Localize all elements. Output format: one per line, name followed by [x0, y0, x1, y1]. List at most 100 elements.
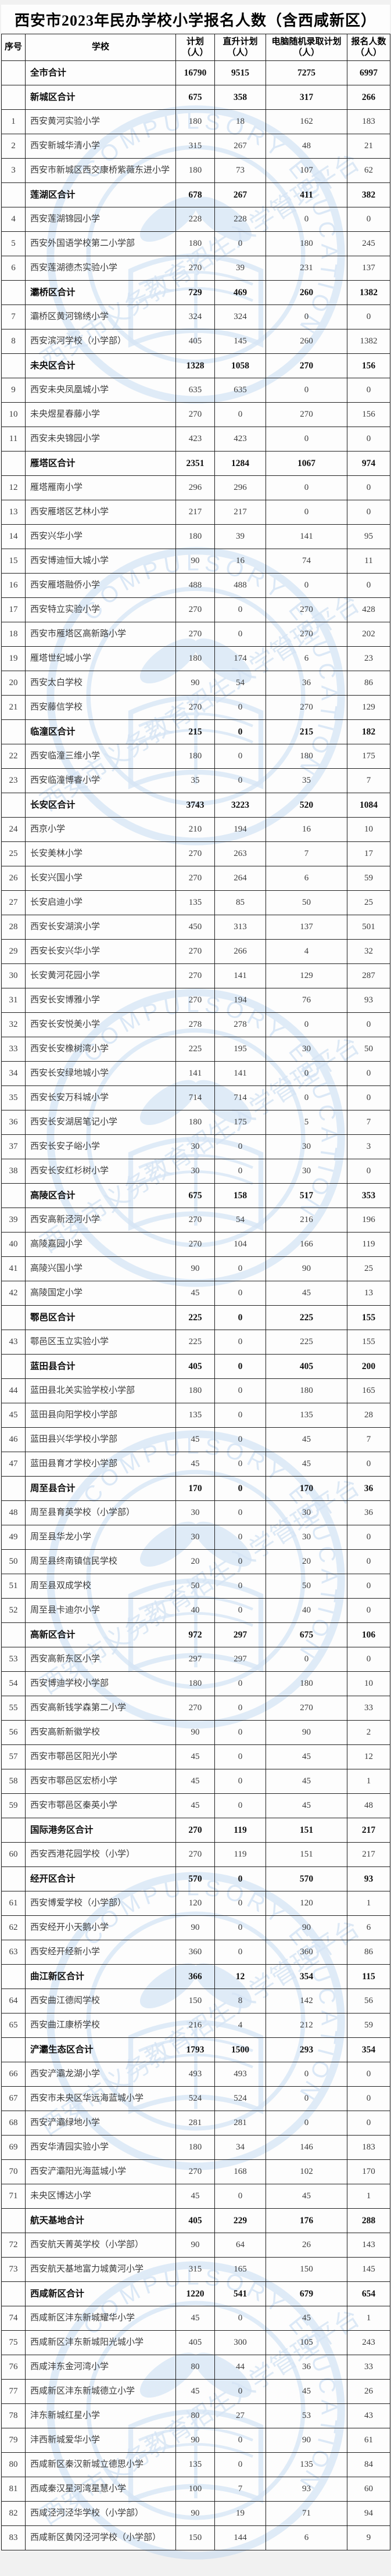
cell-plan: 675 — [175, 1183, 215, 1208]
cell-school: 周至县合计 — [25, 1476, 176, 1501]
cell-plan: 488 — [175, 573, 215, 598]
cell-computer: 260 — [266, 329, 347, 354]
cell-registered: 1 — [347, 1769, 390, 1794]
cell-direct: 469 — [214, 280, 266, 305]
cell-seq — [1, 1476, 26, 1501]
cell-seq: 67 — [1, 2086, 26, 2111]
cell-plan: 729 — [175, 280, 215, 305]
cell-direct: 158 — [214, 1183, 266, 1208]
cell-computer: 20 — [266, 1549, 347, 1574]
cell-plan: 90 — [175, 2501, 215, 2526]
cell-computer: 45 — [266, 2184, 347, 2209]
cell-direct: 635 — [214, 378, 266, 403]
cell-plan: 270 — [175, 939, 215, 964]
cell-computer: 150 — [266, 2257, 347, 2282]
cell-seq: 8 — [1, 329, 26, 354]
cell-direct: 0 — [214, 1940, 266, 1965]
cell-direct: 0 — [214, 2306, 266, 2331]
cell-plan: 270 — [175, 1208, 215, 1233]
cell-direct: 300 — [214, 2330, 266, 2355]
column-header-direct: 直升计划 （人） — [214, 34, 266, 61]
cell-computer: 30 — [266, 1134, 347, 1159]
cell-computer: 270 — [266, 353, 347, 378]
cell-seq: 26 — [1, 866, 26, 891]
cell-registered: 287 — [347, 963, 390, 988]
cell-registered: 1084 — [347, 793, 390, 818]
table-row: 61 西安博爱学校（小学部） 120 0 120 1 — [1, 1891, 390, 1916]
cell-registered: 0 — [347, 2111, 390, 2136]
cell-plan: 450 — [175, 915, 215, 940]
cell-computer: 180 — [266, 1378, 347, 1403]
cell-school: 鄠邑区玉立实验小学 — [25, 1330, 176, 1355]
cell-seq: 33 — [1, 1037, 26, 1062]
cell-school: 长安黄河花园小学 — [25, 963, 176, 988]
cell-seq: 9 — [1, 378, 26, 403]
table-row: 6 西安莲湖德杰实验小学 270 39 231 137 — [1, 256, 390, 281]
cell-plan: 135 — [175, 890, 215, 915]
cell-registered: 1 — [347, 1891, 390, 1916]
cell-seq: 78 — [1, 2403, 26, 2428]
summary-row: 曲江新区合计 366 12 354 115 — [1, 1964, 390, 1989]
cell-plan: 135 — [175, 1403, 215, 1428]
cell-seq: 27 — [1, 890, 26, 915]
cell-seq: 37 — [1, 1134, 26, 1159]
cell-plan: 270 — [175, 597, 215, 622]
table-row: 67 西安市未央区华远海蓝城小学 524 524 0 0 — [1, 2086, 390, 2111]
cell-seq — [1, 1964, 26, 1989]
table-row: 74 西咸新区沣东新城耀华小学 45 0 45 1 — [1, 2306, 390, 2331]
cell-seq: 83 — [1, 2525, 26, 2550]
cell-direct: 54 — [214, 1208, 266, 1233]
cell-plan: 635 — [175, 378, 215, 403]
cell-registered: 0 — [347, 1012, 390, 1037]
cell-computer: 45 — [266, 1427, 347, 1452]
table-row: 59 西安市鄠邑区秦英小学 45 0 45 48 — [1, 1793, 390, 1818]
cell-computer: 7 — [266, 841, 347, 866]
page-title: 西安市2023年民办学校小学报名人数（含西咸新区） — [14, 12, 376, 29]
cell-plan: 45 — [175, 1793, 215, 1818]
cell-seq: 36 — [1, 1110, 26, 1135]
cell-school: 西咸秦汉星河湾星慧小学 — [25, 2477, 176, 2502]
cell-registered: 17 — [347, 841, 390, 866]
table-row: 79 沣西新城爱华小学 90 0 90 61 — [1, 2428, 390, 2453]
cell-seq: 66 — [1, 2062, 26, 2087]
cell-school: 周至县卡迪尔小学 — [25, 1598, 176, 1623]
table-row: 24 西京小学 210 194 16 10 — [1, 817, 390, 842]
cell-computer: 45 — [266, 1452, 347, 1477]
cell-computer: 50 — [266, 890, 347, 915]
cell-school: 西安雁塔融侨小学 — [25, 573, 176, 598]
cell-computer: 0 — [266, 427, 347, 452]
table-row: 71 未央区博达小学 45 0 45 1 — [1, 2184, 390, 2209]
cell-computer: 0 — [266, 573, 347, 598]
cell-registered: 106 — [347, 1622, 390, 1647]
cell-seq: 14 — [1, 524, 26, 549]
cell-school: 西安高新新徽学校 — [25, 1720, 176, 1745]
cell-plan: 1793 — [175, 2037, 215, 2062]
cell-plan: 170 — [175, 1476, 215, 1501]
table-row: 46 蓝田县兴华学校小学部 45 0 45 7 — [1, 1427, 390, 1452]
cell-school: 西安长安湖滨小学 — [25, 915, 176, 940]
cell-school: 西安浐灞阳光海蓝城小学 — [25, 2159, 176, 2184]
cell-plan: 90 — [175, 671, 215, 696]
cell-direct: 0 — [214, 1281, 266, 1306]
cell-seq: 48 — [1, 1500, 26, 1525]
cell-computer: 517 — [266, 1183, 347, 1208]
cell-school: 西安长安湖居笔记小学 — [25, 1110, 176, 1135]
cell-direct: 9515 — [214, 60, 266, 85]
table-row: 82 西咸泾河泾华学校（小学部） 90 19 71 94 — [1, 2501, 390, 2526]
cell-direct: 0 — [214, 1891, 266, 1916]
table-header: 序号 学校 计划 （人） 直升计划 （人） 电脑随机录取计划 （人） 报名人数 （人） — [1, 34, 390, 61]
table-row: 13 西安雁塔区艺林小学 217 217 0 0 — [1, 500, 390, 525]
summary-row: 蓝田县合计 405 0 405 200 — [1, 1354, 390, 1379]
cell-seq: 74 — [1, 2306, 26, 2331]
cell-registered: 23 — [347, 646, 390, 671]
cell-direct: 0 — [214, 1598, 266, 1623]
cell-plan: 45 — [175, 1744, 215, 1769]
summary-row: 临潼区合计 215 0 215 182 — [1, 719, 390, 744]
cell-school: 周至县终南镇信民学校 — [25, 1549, 176, 1574]
cell-direct: 175 — [214, 1110, 266, 1135]
cell-computer: 135 — [266, 1403, 347, 1428]
cell-plan: 45 — [175, 1452, 215, 1477]
cell-computer: 151 — [266, 1842, 347, 1867]
cell-plan: 423 — [175, 427, 215, 452]
cell-computer: 45 — [266, 1744, 347, 1769]
